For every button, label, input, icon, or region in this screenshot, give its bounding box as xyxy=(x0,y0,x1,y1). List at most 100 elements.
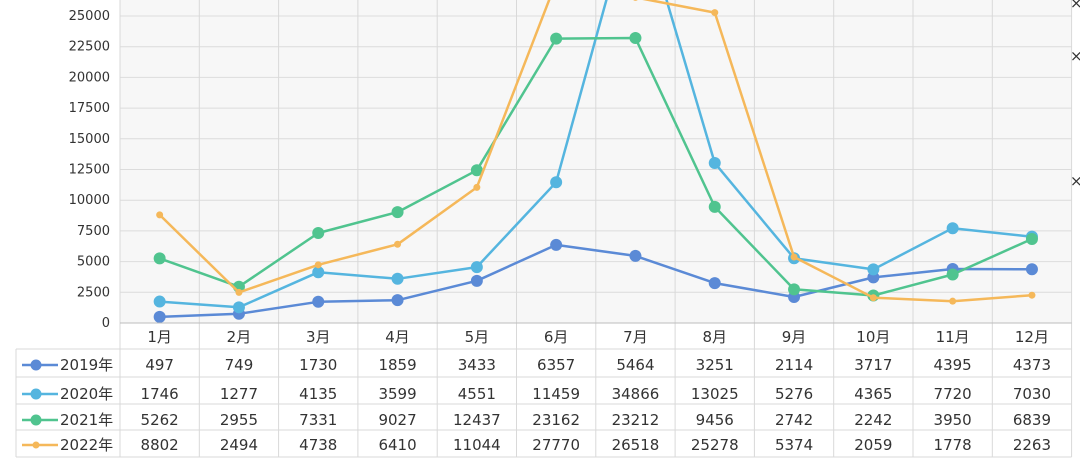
data-point-2019年 xyxy=(312,295,325,308)
x-category-label: 2月 xyxy=(227,328,252,346)
table-cell-value: 4135 xyxy=(299,385,337,403)
x-category-label: 11月 xyxy=(936,328,970,346)
table-cell-value: 13025 xyxy=(691,385,739,403)
series-line-2022年 xyxy=(158,0,1032,303)
table-cell-value: 4551 xyxy=(458,385,496,403)
x-category-label: 4月 xyxy=(385,328,410,346)
table-cell-value: 5464 xyxy=(616,356,654,374)
table-cell-value: 9027 xyxy=(378,411,416,429)
y-tick-label: 17500 xyxy=(69,101,110,116)
y-tick-label: 20000 xyxy=(69,70,110,85)
data-point-2021年 xyxy=(391,206,404,219)
table-cell-value: 23212 xyxy=(612,411,660,429)
data-point-2021年 xyxy=(708,200,721,213)
table-cell-value: 2263 xyxy=(1013,436,1051,454)
legend-key-marker xyxy=(30,414,42,426)
table-cell-value: 23162 xyxy=(532,411,580,429)
data-point-2022年 xyxy=(790,253,798,261)
table-cell-value: 5262 xyxy=(141,411,179,429)
legend-key-marker xyxy=(30,388,42,400)
table-cell-value: 34866 xyxy=(612,385,660,403)
data-point-2019年 xyxy=(629,249,642,262)
data-point-2021年 xyxy=(312,226,325,239)
table-cell-value: 1277 xyxy=(220,385,258,403)
table-cell-value: 2742 xyxy=(775,411,813,429)
table-cell-value: 4365 xyxy=(854,385,892,403)
table-cell-value: 3251 xyxy=(696,356,734,374)
table-cell-value: 6839 xyxy=(1013,411,1051,429)
x-category-label: 7月 xyxy=(623,328,648,346)
table-cell-value: 4738 xyxy=(299,436,337,454)
cropped-edge-mark: × xyxy=(1070,172,1080,190)
data-point-2020年 xyxy=(232,301,245,314)
legend-key-marker xyxy=(30,359,42,371)
data-point-2021年 xyxy=(1025,233,1038,246)
x-category-label: 8月 xyxy=(702,328,727,346)
table-cell-value: 749 xyxy=(225,356,254,374)
table-cell-value: 1778 xyxy=(934,436,972,454)
cropped-edge-mark: × xyxy=(1070,47,1080,65)
x-category-label: 5月 xyxy=(465,328,490,346)
table-cell-value: 2955 xyxy=(220,411,258,429)
series-line-2019年 xyxy=(159,243,1032,319)
table-cell-value: 5276 xyxy=(775,385,813,403)
legend-label: 2021年 xyxy=(60,411,113,429)
table-cell-value: 3950 xyxy=(934,411,972,429)
data-point-2020年 xyxy=(391,272,404,285)
data-point-2020年 xyxy=(550,176,563,189)
table-cell-value: 2114 xyxy=(775,356,813,374)
data-point-2020年 xyxy=(153,295,166,308)
data-point-2020年 xyxy=(708,157,721,170)
data-point-2022年 xyxy=(949,297,957,305)
table-cell-value: 27770 xyxy=(532,436,580,454)
table-cell-value: 25278 xyxy=(691,436,739,454)
table-cell-value: 3599 xyxy=(378,385,416,403)
table-cell-value: 9456 xyxy=(696,411,734,429)
table-cell-value: 1730 xyxy=(299,356,337,374)
table-cell-value: 3717 xyxy=(854,356,892,374)
table-cell-value: 7720 xyxy=(934,385,972,403)
table-cell-value: 2059 xyxy=(854,436,892,454)
data-point-2022年 xyxy=(1028,291,1036,299)
y-tick-label: 10000 xyxy=(69,193,110,208)
table-cell-value: 7030 xyxy=(1013,385,1051,403)
legend-key-marker xyxy=(32,441,40,449)
table-cell-value: 3433 xyxy=(458,356,496,374)
data-point-2022年 xyxy=(156,211,164,219)
table-cell-value: 7331 xyxy=(299,411,337,429)
data-point-2020年 xyxy=(470,261,483,274)
data-point-2019年 xyxy=(470,274,483,287)
data-point-2021年 xyxy=(629,31,642,44)
table-cell-value: 6410 xyxy=(378,436,416,454)
data-point-2020年 xyxy=(867,263,880,276)
table-cell-value: 1859 xyxy=(378,356,416,374)
table-cell-value: 5374 xyxy=(775,436,813,454)
x-category-label: 10月 xyxy=(856,328,890,346)
data-point-2022年 xyxy=(869,294,877,302)
y-tick-label: 25000 xyxy=(69,9,110,24)
legend-label: 2019年 xyxy=(60,356,113,374)
data-point-2022年 xyxy=(314,261,322,269)
data-point-2019年 xyxy=(1025,263,1038,276)
table-cell-value: 497 xyxy=(145,356,174,374)
table-cell-value: 11459 xyxy=(532,385,580,403)
data-point-2021年 xyxy=(153,252,166,265)
y-tick-label: 12500 xyxy=(69,163,110,178)
cropped-edge-mark: × xyxy=(1070,0,1080,12)
data-point-2020年 xyxy=(312,266,325,279)
table-cell-value: 2242 xyxy=(854,411,892,429)
y-tick-label: 15000 xyxy=(69,132,110,147)
y-tick-label: 7500 xyxy=(77,224,110,239)
data-point-2022年 xyxy=(235,288,243,296)
data-point-2022年 xyxy=(633,0,638,1)
table-cell-value: 6357 xyxy=(537,356,575,374)
data-point-2019年 xyxy=(708,277,721,290)
table-cell-value: 4395 xyxy=(934,356,972,374)
table-cell-value: 2494 xyxy=(220,436,258,454)
data-point-2021年 xyxy=(550,32,563,45)
y-tick-label: 22500 xyxy=(69,40,110,55)
table-cell-value: 8802 xyxy=(141,436,179,454)
x-category-label: 6月 xyxy=(544,328,569,346)
